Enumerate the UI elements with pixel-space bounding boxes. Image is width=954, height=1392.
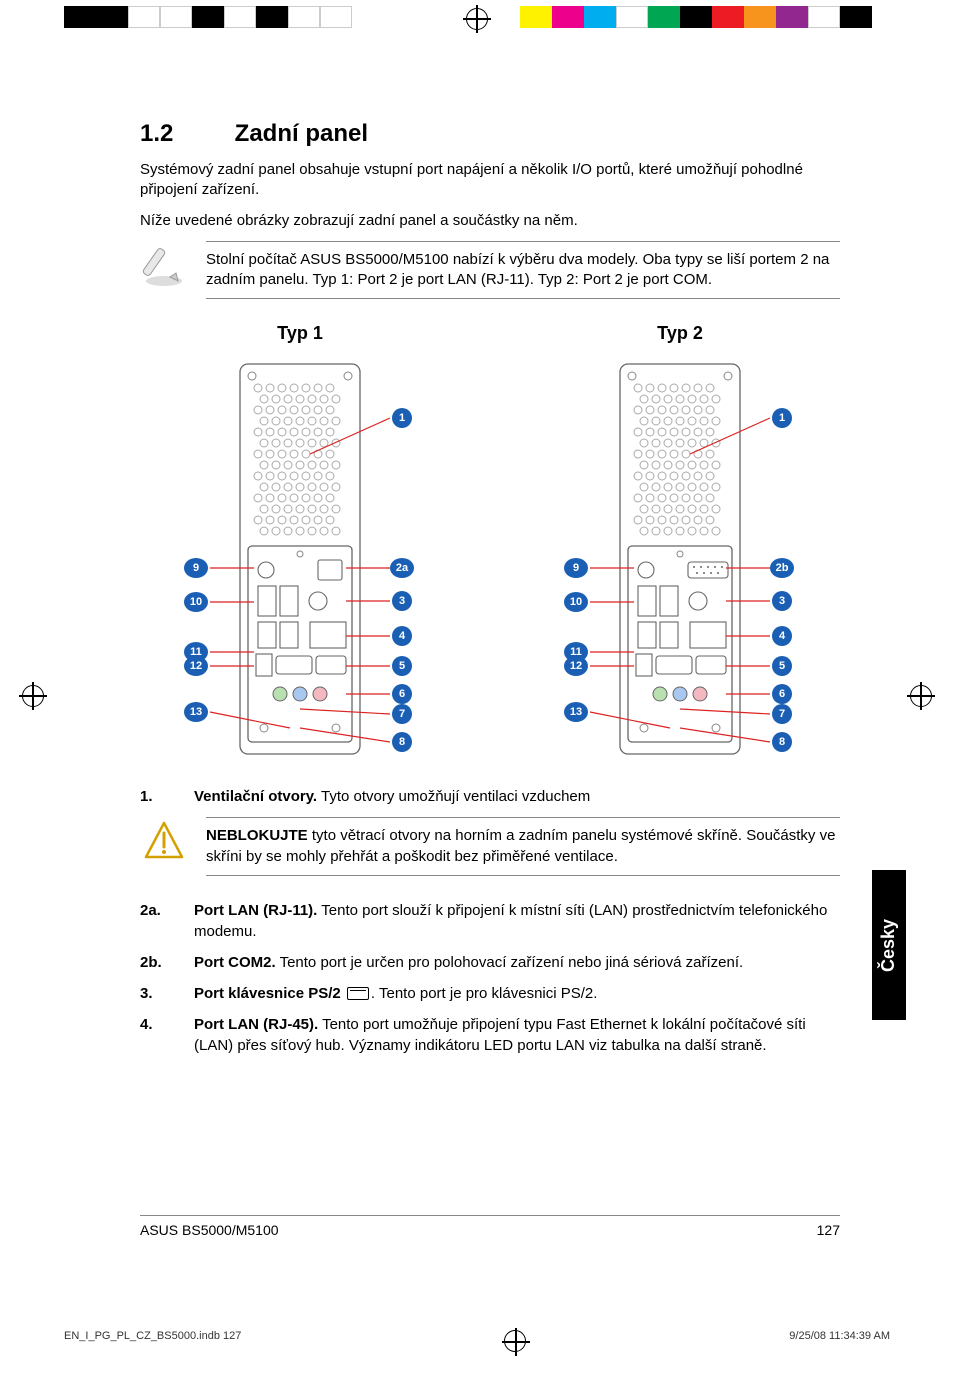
intro-paragraph-2: Níže uvedené obrázky zobrazují zadní pan… [140, 211, 840, 231]
warning-bold: NEBLOKUJTE [206, 827, 308, 844]
type2-label: Typ 2 [520, 323, 840, 344]
svg-text:10: 10 [190, 596, 202, 608]
printer-footer-right: 9/25/08 11:34:39 AM [789, 1330, 890, 1352]
item-title: Port COM2. [194, 954, 276, 971]
rear-panel-diagram-1: 12a345678910111213 [140, 354, 460, 764]
svg-text:9: 9 [193, 562, 199, 574]
section-title: Zadní panel [235, 120, 368, 147]
svg-text:3: 3 [399, 595, 405, 607]
item-body: Port LAN (RJ-45). Tento port umožňuje př… [194, 1014, 840, 1056]
item-number: 2b. [140, 952, 180, 973]
svg-text:10: 10 [570, 596, 582, 608]
warning-note: NEBLOKUJTE tyto větrací otvory na horním… [140, 817, 840, 876]
keyboard-icon [347, 987, 369, 1000]
print-marks-top [0, 0, 954, 40]
page-footer: ASUS BS5000/M5100 127 [140, 1222, 840, 1238]
svg-text:7: 7 [399, 708, 405, 720]
svg-text:7: 7 [779, 708, 785, 720]
left-color-blocks [64, 6, 352, 28]
footer-rule [140, 1215, 840, 1216]
rear-panel-diagram-2: 12b345678910111213 [520, 354, 840, 764]
pencil-note-icon [140, 241, 188, 289]
list-item: 4. Port LAN (RJ-45). Tento port umožňuje … [140, 1014, 840, 1056]
item-number: 2a. [140, 900, 180, 942]
page-content: 1.2 Zadní panel Systémový zadní panel ob… [140, 120, 840, 1066]
warning-icon [140, 817, 188, 865]
printer-footer-left: EN_I_PG_PL_CZ_BS5000.indb 127 [64, 1330, 241, 1352]
item-body: Port LAN (RJ-11). Tento port slouží k př… [194, 900, 840, 942]
item-text: Tyto otvory umožňují ventilaci vzduchem [317, 788, 590, 805]
svg-text:5: 5 [399, 660, 405, 672]
right-color-blocks [520, 6, 872, 28]
intro-paragraph-1: Systémový zadní panel obsahuje vstupní p… [140, 160, 840, 201]
item-title: Port klávesnice PS/2 [194, 985, 341, 1002]
svg-text:4: 4 [399, 630, 406, 642]
svg-text:2a: 2a [396, 562, 409, 574]
language-label: Česky [879, 918, 900, 971]
warning-body: NEBLOKUJTE tyto větrací otvory na horním… [206, 817, 840, 876]
language-tab: Česky [872, 870, 906, 1020]
diagram-type2: Typ 2 12b345678910111213 [520, 323, 840, 768]
diagram-row: Typ 1 12a345678910111213 Typ 2 12b345678… [140, 323, 840, 768]
type1-label: Typ 1 [140, 323, 460, 344]
section-number: 1.2 [140, 120, 228, 148]
list-item: 3. Port klávesnice PS/2 . Tento port je p… [140, 983, 840, 1004]
top-crop-target [466, 8, 488, 30]
printer-footer: EN_I_PG_PL_CZ_BS5000.indb 127 9/25/08 11… [64, 1330, 890, 1352]
svg-text:8: 8 [779, 736, 785, 748]
item-title: Ventilační otvory. [194, 788, 317, 805]
svg-text:3: 3 [779, 595, 785, 607]
svg-text:2b: 2b [776, 562, 789, 574]
info-note: Stolní počítač ASUS BS5000/M5100 nabízí … [140, 241, 840, 300]
list-item-1: 1. Ventilační otvory. Tyto otvory umožňu… [140, 786, 840, 807]
svg-text:6: 6 [779, 688, 785, 700]
footer-right: 127 [817, 1222, 840, 1238]
svg-text:8: 8 [399, 736, 405, 748]
item-body: Port COM2. Tento port je určen pro poloh… [194, 952, 840, 973]
section-heading: 1.2 Zadní panel [140, 120, 840, 148]
item-number: 1. [140, 786, 180, 807]
svg-text:4: 4 [779, 630, 786, 642]
svg-text:1: 1 [779, 412, 785, 424]
item-text: . Tento port je pro klávesnici PS/2. [371, 985, 598, 1002]
svg-text:9: 9 [573, 562, 579, 574]
item-body: Port klávesnice PS/2 . Tento port je pro… [194, 983, 840, 1004]
svg-text:1: 1 [399, 412, 405, 424]
item-number: 3. [140, 983, 180, 1004]
info-note-body: Stolní počítač ASUS BS5000/M5100 nabízí … [206, 241, 840, 300]
list-item: 2a. Port LAN (RJ-11). Tento port slouží k… [140, 900, 840, 942]
svg-text:12: 12 [190, 660, 202, 672]
diagram-type1: Typ 1 12a345678910111213 [140, 323, 460, 768]
item-title: Port LAN (RJ-45). [194, 1016, 318, 1033]
item-body: Ventilační otvory. Tyto otvory umožňují … [194, 786, 840, 807]
svg-text:5: 5 [779, 660, 785, 672]
item-text: Tento port je určen pro polohovací zaříz… [276, 954, 744, 971]
item-title: Port LAN (RJ-11). [194, 902, 317, 919]
footer-left: ASUS BS5000/M5100 [140, 1222, 279, 1238]
item-number: 4. [140, 1014, 180, 1056]
left-crop-target [22, 685, 44, 707]
svg-text:12: 12 [570, 660, 582, 672]
svg-text:13: 13 [570, 706, 582, 718]
list-item: 2b. Port COM2. Tento port je určen pro po… [140, 952, 840, 973]
bottom-crop-target [504, 1330, 526, 1352]
svg-text:13: 13 [190, 706, 202, 718]
right-crop-target [910, 685, 932, 707]
svg-text:6: 6 [399, 688, 405, 700]
